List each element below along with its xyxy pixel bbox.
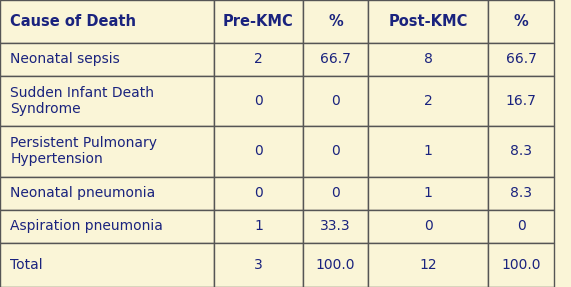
Bar [0, 177, 214, 210]
Text: Total: Total [10, 258, 43, 272]
Bar [303, 177, 368, 210]
Text: Pre-KMC: Pre-KMC [223, 14, 293, 29]
Text: 8: 8 [424, 52, 433, 66]
Text: Persistent Pulmonary
Hypertension: Persistent Pulmonary Hypertension [10, 136, 157, 166]
Text: 1: 1 [424, 144, 433, 158]
Bar [214, 76, 303, 126]
Bar [368, 210, 488, 243]
Bar [368, 243, 488, 287]
Bar [488, 76, 554, 126]
Text: 100.0: 100.0 [501, 258, 541, 272]
Text: 8.3: 8.3 [510, 144, 532, 158]
Text: 2: 2 [254, 52, 263, 66]
Bar [0, 243, 214, 287]
Text: Cause of Death: Cause of Death [10, 14, 136, 29]
Bar [368, 177, 488, 210]
Text: 1: 1 [424, 186, 433, 200]
Bar [303, 42, 368, 76]
Text: 66.7: 66.7 [320, 52, 351, 66]
Text: 0: 0 [254, 186, 263, 200]
Text: Post-KMC: Post-KMC [388, 14, 468, 29]
Bar [303, 210, 368, 243]
Bar [488, 243, 554, 287]
Text: Neonatal pneumonia: Neonatal pneumonia [10, 186, 155, 200]
Text: 100.0: 100.0 [316, 258, 355, 272]
Bar [214, 42, 303, 76]
Bar [0, 0, 214, 42]
Bar [488, 177, 554, 210]
Text: 0: 0 [331, 144, 340, 158]
Bar [0, 76, 214, 126]
Bar [303, 126, 368, 177]
Bar [488, 126, 554, 177]
Bar [0, 126, 214, 177]
Text: 0: 0 [424, 219, 433, 233]
Text: 3: 3 [254, 258, 263, 272]
Bar [214, 177, 303, 210]
Bar [214, 0, 303, 42]
Text: 16.7: 16.7 [505, 94, 537, 108]
Text: 0: 0 [331, 186, 340, 200]
Text: 33.3: 33.3 [320, 219, 351, 233]
Bar [214, 126, 303, 177]
Text: Neonatal sepsis: Neonatal sepsis [10, 52, 120, 66]
Text: Sudden Infant Death
Syndrome: Sudden Infant Death Syndrome [10, 86, 154, 116]
Bar [303, 0, 368, 42]
Bar [214, 210, 303, 243]
Bar [0, 42, 214, 76]
Text: 0: 0 [254, 94, 263, 108]
Text: %: % [328, 14, 343, 29]
Text: Aspiration pneumonia: Aspiration pneumonia [10, 219, 163, 233]
Text: 1: 1 [254, 219, 263, 233]
Text: 2: 2 [424, 94, 433, 108]
Text: 12: 12 [420, 258, 437, 272]
Bar [488, 42, 554, 76]
Bar [303, 243, 368, 287]
Bar [368, 76, 488, 126]
Text: 0: 0 [254, 144, 263, 158]
Bar [488, 0, 554, 42]
Text: 0: 0 [517, 219, 525, 233]
Text: 66.7: 66.7 [505, 52, 537, 66]
Bar [488, 210, 554, 243]
Bar [368, 0, 488, 42]
Text: %: % [514, 14, 528, 29]
Bar [0, 210, 214, 243]
Bar [368, 42, 488, 76]
Bar [368, 126, 488, 177]
Text: 0: 0 [331, 94, 340, 108]
Bar [303, 76, 368, 126]
Bar [214, 243, 303, 287]
Text: 8.3: 8.3 [510, 186, 532, 200]
